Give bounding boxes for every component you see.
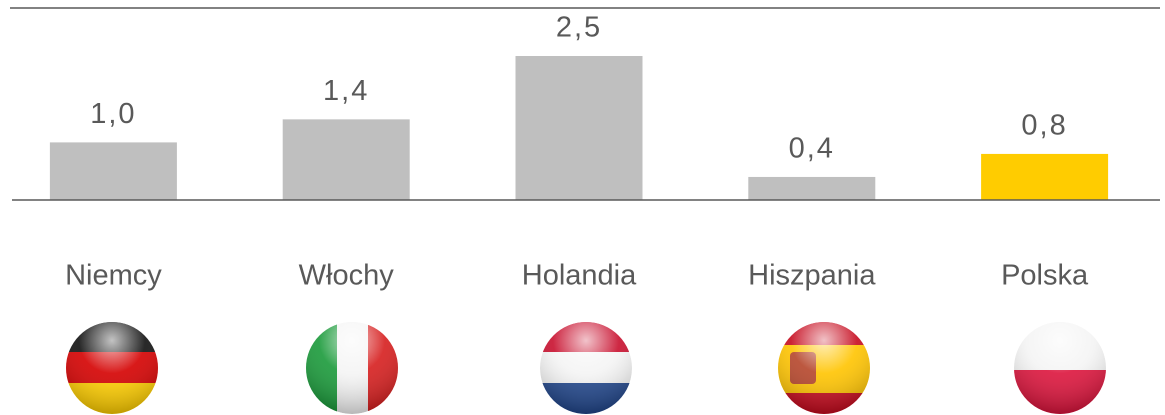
category-label: Holandia: [522, 260, 637, 292]
value-label: 1,0: [90, 98, 136, 130]
value-label: 0,4: [789, 133, 835, 165]
category-label: Włochy: [299, 260, 395, 292]
flag-de: [66, 322, 158, 414]
value-label: 1,4: [323, 75, 369, 107]
flag-nl: [540, 322, 632, 414]
category-label: Polska: [1001, 260, 1089, 292]
category-label: Niemcy: [65, 260, 162, 292]
bar: [515, 56, 643, 200]
category-label: Hiszpania: [748, 260, 876, 292]
bar: [748, 176, 876, 200]
flag-es: [778, 322, 870, 414]
flag-pl: [1014, 322, 1106, 414]
value-label: 2,5: [556, 12, 602, 44]
flag-it: [306, 322, 398, 414]
value-label: 0,8: [1021, 110, 1067, 142]
bar: [49, 142, 177, 200]
bar: [282, 119, 410, 200]
bar: [981, 153, 1109, 200]
